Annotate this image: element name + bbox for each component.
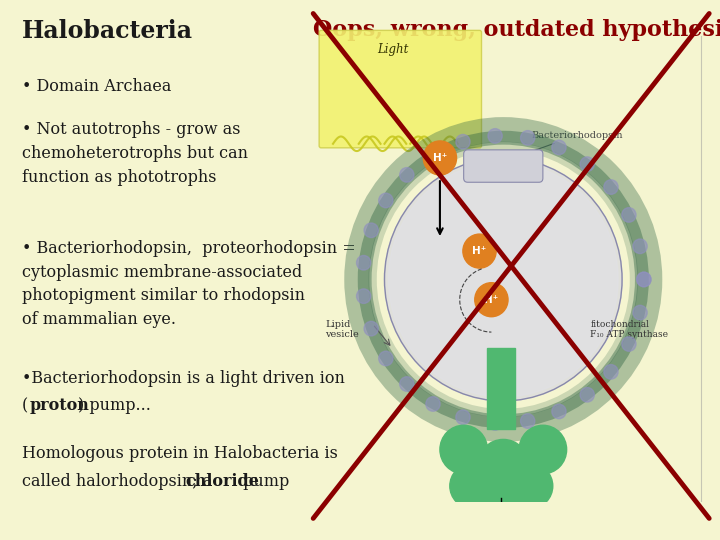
Circle shape <box>622 336 636 351</box>
Text: • Not autotrophs - grow as
chemoheterotrophs but can
function as phototrophs: • Not autotrophs - grow as chemoheterotr… <box>22 122 248 186</box>
Circle shape <box>604 364 618 379</box>
Text: Halobacteria: Halobacteria <box>22 19 193 43</box>
Circle shape <box>580 388 594 402</box>
Circle shape <box>356 289 371 303</box>
Circle shape <box>441 535 471 540</box>
Circle shape <box>488 129 503 143</box>
Circle shape <box>633 239 647 254</box>
Circle shape <box>552 404 566 418</box>
Text: Light: Light <box>377 43 408 56</box>
Text: fitochondrial
F₁₀ ATP synthase: fitochondrial F₁₀ ATP synthase <box>590 320 668 339</box>
Circle shape <box>509 464 553 508</box>
Circle shape <box>552 140 566 155</box>
Circle shape <box>521 131 535 145</box>
Circle shape <box>519 426 567 474</box>
Circle shape <box>364 321 378 336</box>
Circle shape <box>463 234 496 268</box>
Circle shape <box>474 283 508 316</box>
Circle shape <box>633 305 647 320</box>
Text: H⁺: H⁺ <box>485 295 498 305</box>
Circle shape <box>356 255 371 270</box>
Circle shape <box>521 414 535 428</box>
FancyBboxPatch shape <box>540 535 593 540</box>
Text: pump: pump <box>238 472 289 489</box>
Text: Bacteriorhodopsin: Bacteriorhodopsin <box>494 131 623 165</box>
Circle shape <box>488 416 503 430</box>
Circle shape <box>604 180 618 194</box>
Text: Oops, wrong, outdated hypothesis: Oops, wrong, outdated hypothesis <box>313 19 720 41</box>
Circle shape <box>636 272 651 287</box>
Text: (: ( <box>22 397 28 414</box>
FancyBboxPatch shape <box>319 30 482 148</box>
Text: Homologous protein in Halobacteria is: Homologous protein in Halobacteria is <box>22 446 338 462</box>
Circle shape <box>379 193 393 208</box>
Text: Lipid
vesicle: Lipid vesicle <box>325 320 359 339</box>
Circle shape <box>423 141 456 175</box>
Text: • Domain Archaea: • Domain Archaea <box>22 78 171 95</box>
Circle shape <box>580 157 594 171</box>
Circle shape <box>379 351 393 366</box>
Text: • Bacteriorhodopsin,  proteorhodopsin =
cytoplasmic membrane-associated
photopig: • Bacteriorhodopsin, proteorhodopsin = c… <box>22 240 356 328</box>
Circle shape <box>456 134 470 149</box>
Circle shape <box>456 410 470 424</box>
Circle shape <box>477 440 529 492</box>
Text: •Bacteriorhodopsin is a light driven ion: •Bacteriorhodopsin is a light driven ion <box>22 370 344 387</box>
Circle shape <box>400 167 414 182</box>
Circle shape <box>482 478 521 518</box>
Text: H⁺: H⁺ <box>472 246 487 256</box>
Text: ) pump...: ) pump... <box>78 397 150 414</box>
Circle shape <box>636 272 651 287</box>
Text: proton: proton <box>30 397 89 414</box>
Circle shape <box>364 223 378 238</box>
Circle shape <box>400 377 414 392</box>
Circle shape <box>389 162 618 397</box>
Circle shape <box>426 397 440 411</box>
FancyBboxPatch shape <box>464 150 543 183</box>
Text: H⁺: H⁺ <box>433 153 447 163</box>
Text: called halorhodopsin; a: called halorhodopsin; a <box>22 472 217 489</box>
Circle shape <box>440 426 487 474</box>
Bar <box>487 348 516 429</box>
Circle shape <box>450 464 493 508</box>
Circle shape <box>384 158 622 401</box>
Circle shape <box>622 208 636 222</box>
FancyBboxPatch shape <box>369 535 423 540</box>
Text: chloride: chloride <box>186 472 260 489</box>
Circle shape <box>426 147 440 162</box>
